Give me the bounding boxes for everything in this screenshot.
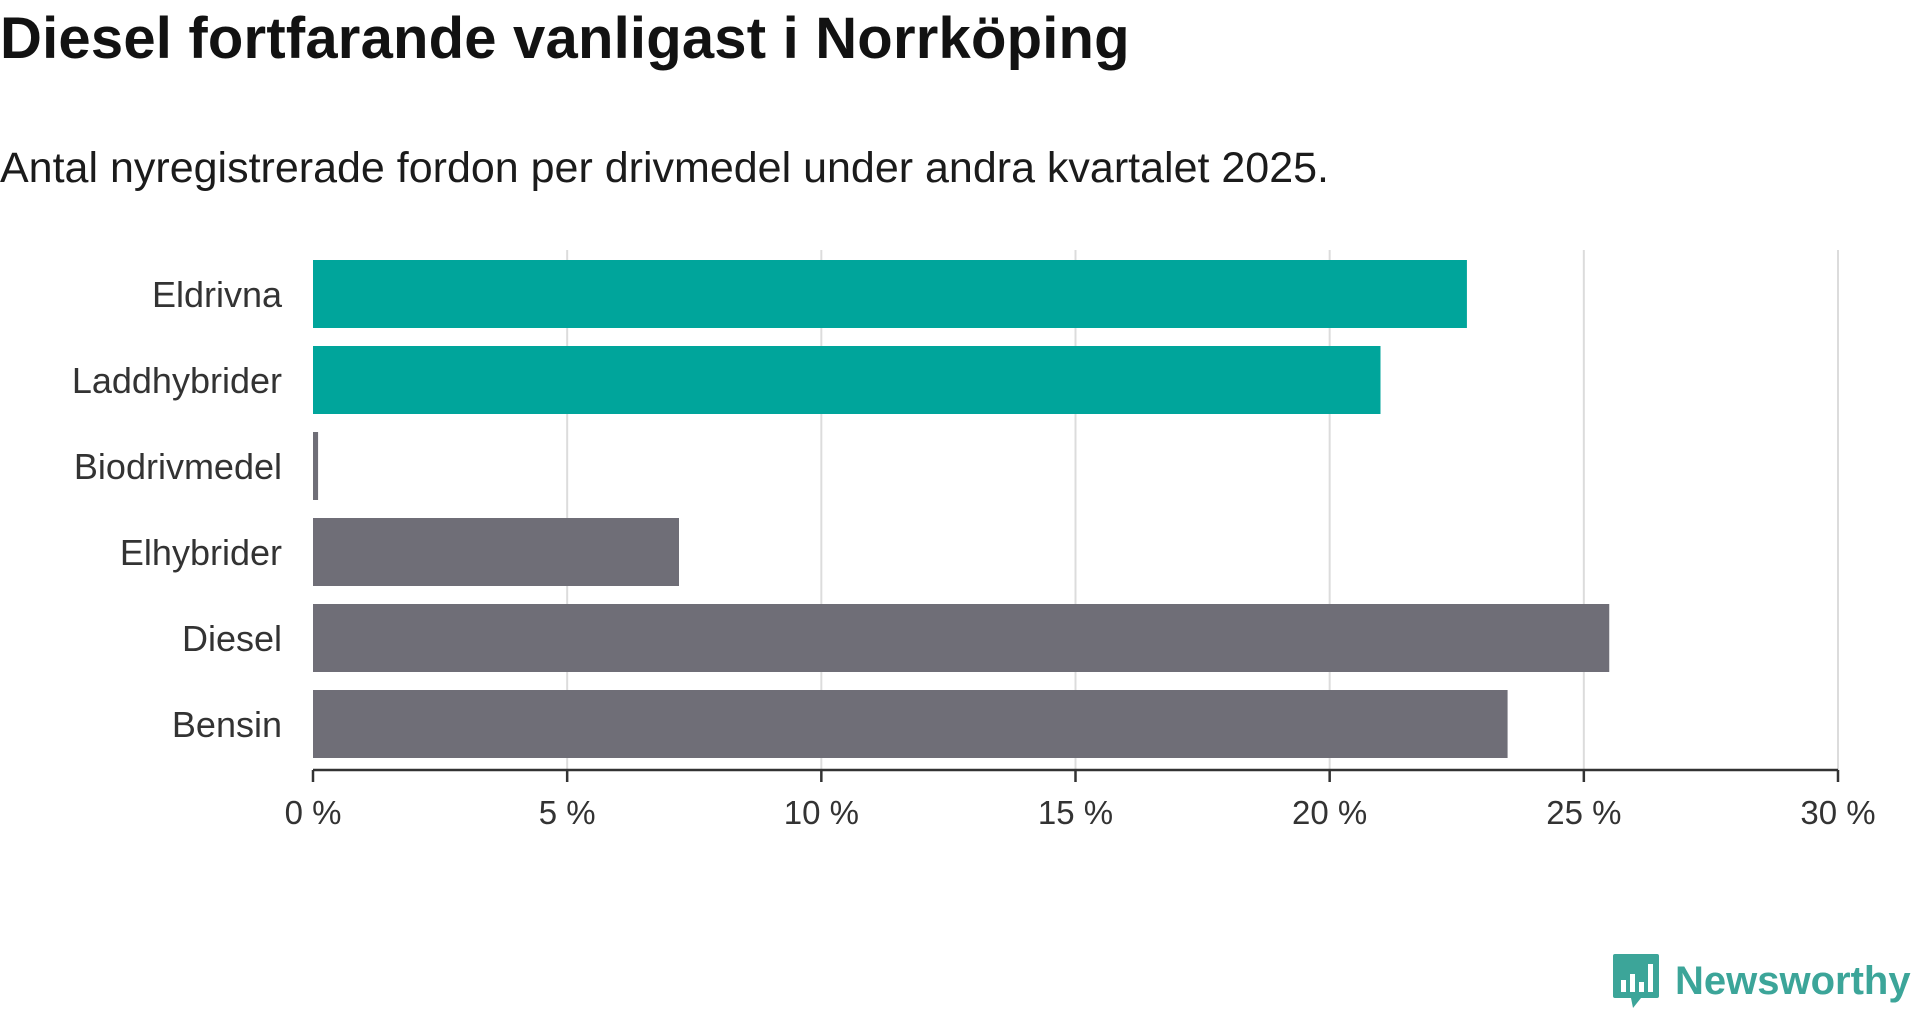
x-tick-label: 0 % — [285, 794, 342, 831]
x-tick-label: 25 % — [1546, 794, 1621, 831]
x-tick-label: 20 % — [1292, 794, 1367, 831]
newsworthy-logo: Newsworthy — [1611, 951, 1911, 1011]
bar-elhybrider — [313, 518, 679, 586]
bar-diesel — [313, 604, 1610, 672]
category-labels: Eldrivna Laddhybrider Biodrivmedel Elhybrid… — [72, 274, 283, 745]
bar-eldrivna — [313, 260, 1467, 328]
x-tick-label: 15 % — [1038, 794, 1113, 831]
category-label: Elhybrider — [120, 532, 282, 573]
category-label: Biodrivmedel — [74, 446, 282, 487]
chart-title: Diesel fortfarande vanligast i Norrköpin… — [0, 6, 1130, 71]
category-label: Bensin — [172, 704, 282, 745]
x-tick-label: 30 % — [1800, 794, 1875, 831]
newsworthy-chart-bubble-icon — [1613, 954, 1659, 1008]
category-label: Diesel — [182, 618, 282, 659]
x-tick-label: 5 % — [539, 794, 596, 831]
brand-name: Newsworthy — [1675, 958, 1911, 1003]
gridlines — [566, 250, 1839, 770]
category-label: Laddhybrider — [72, 360, 282, 401]
x-axis: 0 % 5 % 10 % 15 % 20 % 25 % 30 % — [285, 768, 1876, 831]
chart-subtitle: Antal nyregistrerade fordon per drivmede… — [0, 144, 1329, 192]
category-label: Eldrivna — [152, 274, 283, 315]
x-tick-label: 10 % — [784, 794, 859, 831]
bars — [313, 260, 1610, 758]
bar-biodrivmedel — [313, 432, 319, 500]
bar-laddhybrider — [313, 346, 1381, 414]
bar-bensin — [313, 690, 1508, 758]
